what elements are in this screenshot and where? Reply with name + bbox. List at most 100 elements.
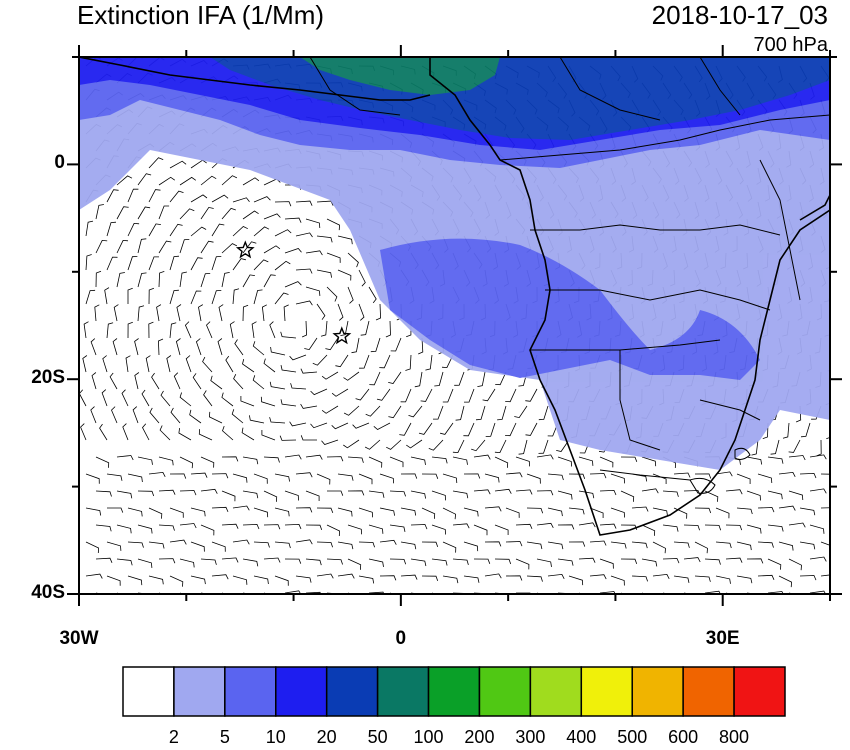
wind-barb: [190, 257, 203, 271]
wind-barb: [557, 558, 574, 566]
wind-barb: [347, 252, 359, 268]
wind-barb: [253, 541, 270, 548]
wind-barb: [316, 473, 331, 485]
wind-barb: [410, 524, 428, 530]
wind-barb: [122, 423, 129, 441]
wind-barb: [253, 226, 270, 237]
wind-barb: [662, 558, 680, 564]
wind-barb: [400, 541, 417, 550]
wind-barb: [454, 371, 465, 386]
wind-barb: [148, 223, 161, 237]
wind-barb: [326, 218, 341, 231]
wind-barb: [386, 439, 402, 450]
wind-barb: [137, 558, 153, 568]
wind-barb: [280, 399, 297, 407]
wind-barb: [767, 490, 783, 500]
wind-barb: [463, 507, 479, 517]
wind-barb: [261, 430, 276, 441]
wind-barb: [809, 488, 827, 494]
wind-barb: [736, 507, 753, 515]
wind-barb: [109, 372, 118, 390]
wind-barb: [274, 260, 291, 271]
wind-barb: [778, 471, 796, 477]
wind-barb: [442, 473, 458, 484]
wind-barb: [295, 472, 313, 478]
wind-barb: [385, 320, 391, 338]
wind-barb: [800, 422, 811, 438]
wind-barb: [400, 473, 418, 479]
wind-barb: [816, 439, 822, 457]
wind-barb: [694, 507, 712, 514]
wind-barb: [137, 305, 145, 322]
wind-barb: [326, 456, 344, 462]
wind-barb: [536, 522, 554, 528]
wind-barb: [221, 490, 236, 502]
wind-barb: [316, 200, 334, 206]
wind-barb: [641, 488, 659, 494]
wind-barb: [369, 371, 381, 386]
wind-barb: [495, 371, 507, 386]
extinction-region-5-10: [380, 238, 760, 380]
wind-barb: [305, 286, 321, 296]
wind-barb: [746, 456, 763, 465]
wind-barb: [169, 160, 187, 169]
wind-barb: [368, 591, 385, 594]
wind-barb: [326, 252, 341, 263]
wind-barb: [301, 320, 308, 338]
wind-barb: [95, 270, 102, 288]
wind-barb: [337, 303, 344, 321]
wind-barb: [158, 489, 176, 495]
wind-barb: [179, 271, 187, 288]
wind-barb: [694, 575, 711, 582]
wind-barb: [375, 303, 382, 321]
wind-barb: [538, 405, 549, 421]
wind-barb: [316, 303, 326, 320]
wind-barb: [673, 575, 690, 583]
wind-barb: [85, 573, 103, 579]
wind-barb: [142, 423, 150, 441]
wind-barb: [782, 422, 790, 439]
wind-barb: [820, 574, 830, 577]
site-markers: [235, 240, 352, 345]
wind-barb: [410, 490, 426, 499]
wind-barb: [102, 355, 108, 373]
wind-barb: [370, 337, 381, 353]
wind-barb: [425, 354, 433, 371]
x-tick-label: 30W: [59, 628, 99, 649]
wind-barb: [189, 409, 202, 424]
wind-barb: [351, 337, 360, 354]
wind-barb: [536, 454, 554, 460]
wind-barb: [347, 456, 364, 463]
wind-barb: [232, 473, 248, 483]
wind-barb: [325, 337, 339, 351]
wind-barb: [400, 574, 418, 580]
wind-barb: [116, 558, 133, 566]
wind-barb: [284, 558, 302, 564]
wind-barb: [515, 456, 530, 467]
wind-barb: [359, 354, 370, 369]
wind-barb: [368, 456, 383, 468]
wind-barb: [274, 229, 292, 237]
wind-barb: [389, 456, 404, 468]
wind-barb: [694, 473, 712, 479]
wind-barb: [452, 456, 468, 465]
wind-barb: [82, 355, 88, 373]
wind-barb: [221, 243, 238, 254]
wind-barb: [137, 173, 152, 186]
wind-barb: [347, 524, 362, 535]
wind-barb: [515, 523, 533, 530]
wind-barb: [715, 507, 730, 519]
wind-barb: [494, 524, 509, 535]
wind-barb: [127, 507, 143, 517]
wind-barb: [169, 255, 180, 271]
wind-barb: [410, 456, 426, 465]
wind-barb: [148, 471, 166, 477]
colorbar-label: 500: [617, 727, 648, 747]
wind-barb: [253, 473, 268, 484]
wind-barb: [736, 473, 751, 484]
wind-barb: [113, 304, 119, 322]
wind-barb: [484, 573, 502, 579]
wind-barb: [232, 288, 240, 305]
wind-barb: [463, 473, 481, 479]
wind-barb: [132, 406, 139, 424]
